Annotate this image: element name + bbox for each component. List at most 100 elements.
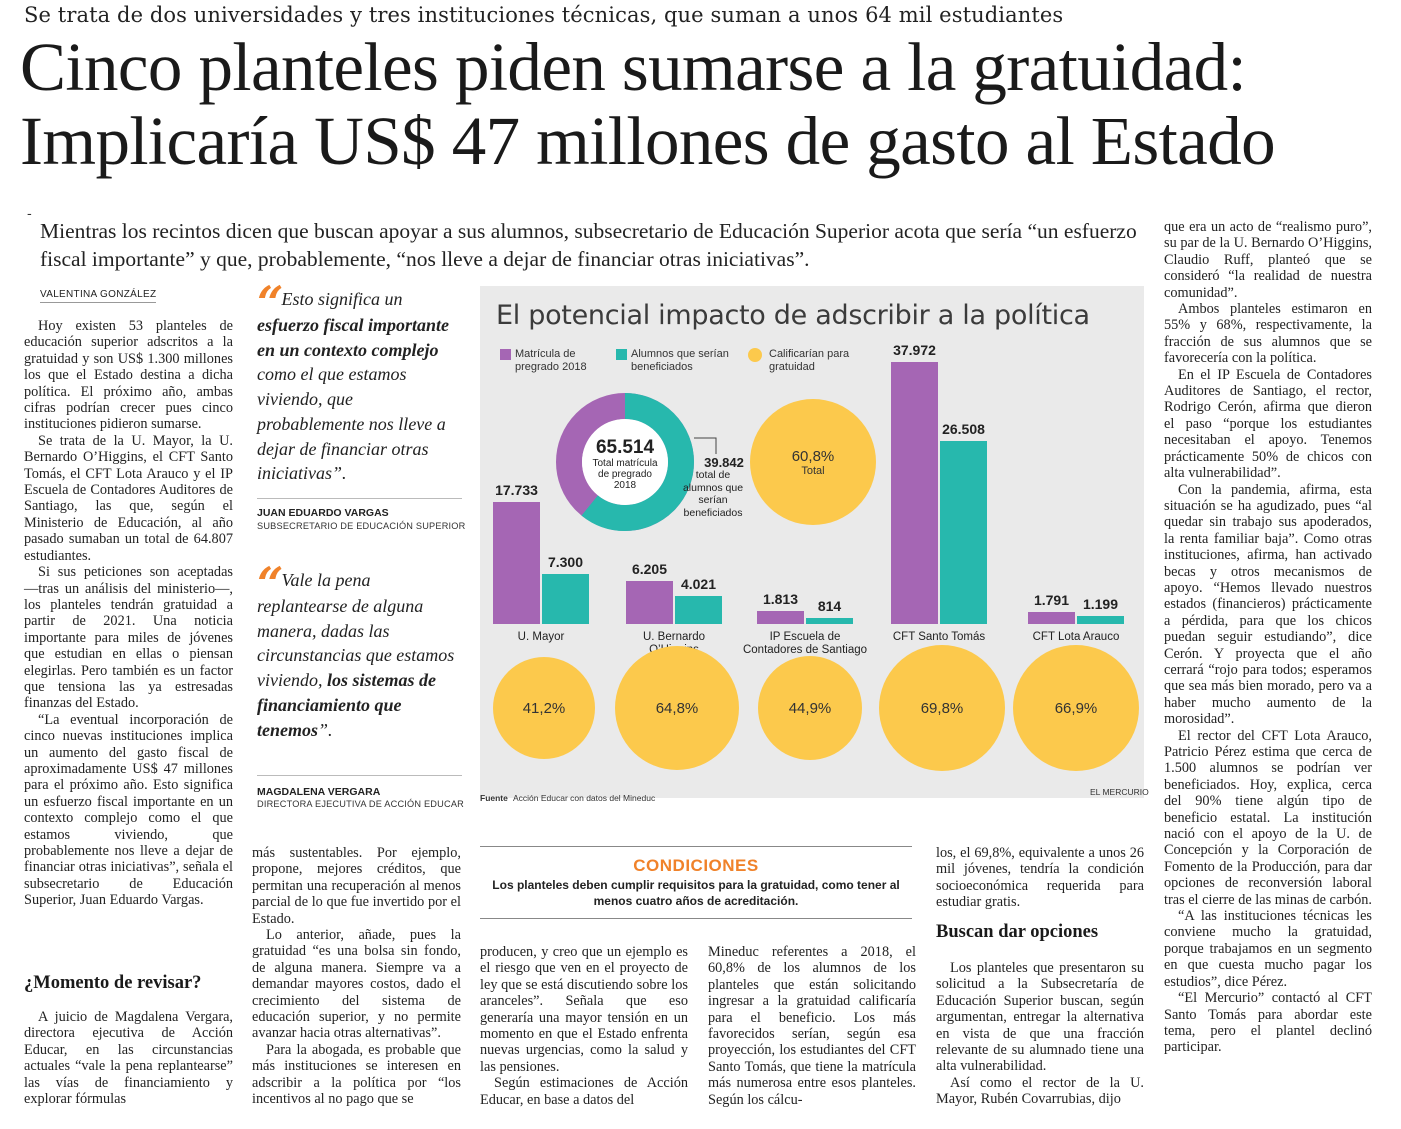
paragraph: “El Mercurio” contactó al CFT Santo Tomá… — [1164, 990, 1372, 1056]
condiciones-title: CONDICIONES — [633, 856, 759, 875]
donut-benef-label: total de alumnos que serían beneficiados — [682, 469, 744, 519]
category-label: U. Mayor — [517, 631, 565, 643]
bar-value-label: 1.791 — [1033, 591, 1070, 608]
bar-matricula — [493, 501, 540, 624]
paragraph: Se trata de la U. Mayor, la U. Bernardo … — [24, 432, 233, 564]
paragraph: Según estimaciones de Acción Educar, en … — [480, 1075, 688, 1108]
bar-beneficiados — [675, 596, 722, 624]
bar-value-label: 37.972 — [893, 342, 936, 358]
deck-dash: - — [27, 206, 32, 222]
column-5: los, el 69,8%, equivalente a unos 26 mil… — [936, 845, 1144, 911]
legend-swatch-califican — [748, 348, 762, 362]
bar-value-label: 1.199 — [1082, 595, 1119, 612]
gratuidad-circle: 41,2% — [493, 657, 595, 759]
paragraph: Los planteles que presentaron su solicit… — [936, 960, 1144, 1075]
divider — [257, 775, 462, 776]
paragraph: Si sus peticiones son aceptadas —tras un… — [24, 564, 233, 712]
column-2: más sustentables. Por ejemplo, propone, … — [252, 845, 461, 1108]
paragraph: En el IP Escuela de Contadores Auditores… — [1164, 366, 1372, 482]
quote-author-name: JUAN EDUARDO VARGAS — [257, 507, 389, 519]
column-3: producen, y creo que un ejemplo es el ri… — [480, 944, 688, 1108]
bar-matricula — [891, 362, 938, 624]
bar-matricula — [626, 581, 673, 624]
bar-value-label: 814 — [817, 598, 842, 615]
paragraph: El rector del CFT Lota Arauco, Patricio … — [1164, 727, 1373, 908]
donut-ring-beneficiados — [556, 393, 694, 531]
paragraph: “La eventual incorporación de cinco nuev… — [24, 711, 233, 909]
paragraph: Mineduc referentes a 2018, el 60,8% de l… — [708, 944, 916, 1108]
gratuidad-circle: 66,9% — [1013, 645, 1139, 771]
paragraph: más sustentables. Por ejemplo, propone, … — [252, 845, 461, 927]
column-4: Mineduc referentes a 2018, el 60,8% de l… — [708, 944, 916, 1108]
paragraph: los, el 69,8%, equivalente a unos 26 mil… — [936, 845, 1144, 911]
byline: VALENTINA GONZÁLEZ — [40, 289, 157, 303]
source-label: Fuente — [480, 793, 508, 803]
legend-label-matricula: Matrícula de pregrado 2018 — [515, 348, 587, 373]
quote-author-name: MAGDALENA VERGARA — [257, 786, 381, 798]
bar-value-label: 7.300 — [547, 553, 584, 570]
condiciones-text: Los planteles deben cumplir requisitos p… — [492, 878, 900, 908]
donut-callout-line — [694, 437, 717, 454]
category-label: CFT Lota Arauco — [1032, 631, 1120, 643]
quote-author-role: SUBSECRETARIO DE EDUCACIÓN SUPERIOR — [257, 521, 466, 531]
category-label: IP Escuela de Contadores de Santiago — [742, 631, 868, 656]
headline: Cinco planteles piden sumarse a la gratu… — [20, 30, 1395, 178]
infographic-title: El potencial impacto de adscribir a la p… — [496, 300, 1090, 331]
subhead-buscan: Buscan dar opciones — [936, 922, 1099, 942]
category-label: CFT Santo Tomás — [892, 631, 986, 643]
column-6: que era un acto de “realismo puro”, su p… — [1164, 219, 1372, 1056]
column-5-continued: Los planteles que presentaron su solicit… — [936, 960, 1144, 1108]
quote-author-role: DIRECTORA EJECUTIVA DE ACCIÓN EDUCAR — [257, 799, 464, 809]
donut-total-value: 65.514 — [595, 437, 655, 458]
donut-chart — [556, 393, 694, 531]
donut-benef-value: 39.842 — [704, 455, 744, 470]
paragraph: Lo anterior, añade, pues la gratuidad “e… — [252, 927, 461, 1042]
bar-beneficiados — [1077, 615, 1124, 624]
total-gratuidad-label: Total — [801, 464, 825, 477]
bar-value-label: 17.733 — [495, 481, 538, 498]
bar-value-label: 4.021 — [680, 576, 717, 593]
headline-line-1: Cinco planteles piden sumarse a la gratu… — [20, 29, 1247, 105]
bar-beneficiados — [940, 441, 987, 624]
donut-hole — [582, 419, 668, 505]
bar-matricula — [757, 611, 804, 624]
paragraph: producen, y creo que un ejemplo es el ri… — [480, 944, 688, 1075]
divider — [257, 498, 462, 499]
condiciones-bottom-rule — [480, 918, 912, 919]
bar-beneficiados — [542, 573, 589, 624]
paragraph: A juicio de Magdalena Vergara, directora… — [24, 1009, 233, 1108]
bar-value-label: 6.205 — [631, 561, 668, 578]
donut-total-label: Total matrícula de pregrado 2018 — [592, 458, 658, 491]
total-gratuidad-circle: 60,8% Total — [750, 399, 876, 525]
gratuidad-circle: 64,8% — [615, 646, 739, 770]
legend-label-califican: Calificarían para gratuidad — [769, 348, 850, 373]
bar-matricula — [1028, 611, 1075, 624]
kicker: Se trata de dos universidades y tres ins… — [24, 3, 1064, 27]
bar-value-label: 26.508 — [942, 421, 985, 438]
legend-swatch-beneficiados — [616, 349, 627, 360]
legend-swatch-matricula — [500, 349, 511, 360]
credit: EL MERCURIO — [1090, 787, 1149, 797]
condiciones-top-rule — [480, 846, 912, 847]
bar-value-label: 1.813 — [762, 591, 799, 608]
source-text: Acción Educar con datos del Mineduc — [512, 793, 656, 803]
gratuidad-circle: 44,9% — [758, 656, 862, 760]
column-1: Hoy existen 53 planteles de educación su… — [24, 318, 233, 909]
total-gratuidad-value: 60,8% — [791, 447, 835, 465]
paragraph: Ambos planteles estimaron en 55% y 68%, … — [1164, 301, 1372, 367]
paragraph: Con la pandemia, afirma, esta situación … — [1164, 481, 1372, 728]
legend-label-beneficiados: Alumnos que serían beneficiados — [631, 348, 729, 373]
paragraph: “A las instituciones técnicas les convie… — [1164, 908, 1372, 990]
paragraph: Así como el rector de la U. Mayor, Rubén… — [936, 1074, 1144, 1108]
pull-quote-vargas: “Esto significa un esfuerzo fiscal impor… — [257, 276, 449, 484]
paragraph: que era un acto de “realismo puro”, su p… — [1164, 219, 1372, 301]
paragraph: Hoy existen 53 planteles de educación su… — [24, 318, 233, 433]
subhead-momento: ¿Momento de revisar? — [24, 973, 202, 993]
source-line: Fuente Acción Educar con datos del Mined… — [480, 786, 655, 805]
column-1-continued: A juicio de Magdalena Vergara, directora… — [24, 1009, 233, 1107]
headline-line-2: Implicaría US$ 47 millones de gasto al E… — [20, 103, 1276, 179]
paragraph: Para la abogada, es probable que más ins… — [252, 1041, 461, 1108]
gratuidad-circle: 69,8% — [879, 645, 1005, 771]
pull-quote-vergara: “Vale la pena replantearse de alguna man… — [257, 557, 455, 740]
